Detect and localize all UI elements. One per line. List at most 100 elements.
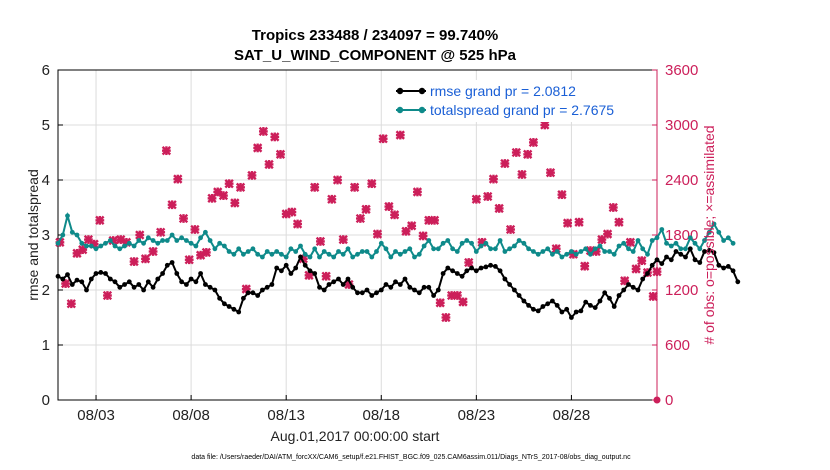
- obs-assimilated-marker: [235, 182, 246, 192]
- obs-assimilated-marker: [557, 190, 567, 200]
- totalspread-point: [269, 251, 275, 257]
- totalspread-point: [583, 246, 589, 252]
- rmse-point: [255, 293, 261, 298]
- obs-assimilated-marker: [224, 179, 234, 189]
- totalspread-point: [222, 243, 227, 249]
- x-tick-label: 08/18: [362, 407, 400, 424]
- totalspread-point: [521, 240, 527, 246]
- totalspread-point: [630, 249, 636, 254]
- rmse-point: [526, 303, 531, 308]
- obs-assimilated-marker: [488, 174, 499, 184]
- totalspread-point: [203, 229, 208, 235]
- totalspread-point: [164, 238, 170, 243]
- totalspread-point: [160, 238, 166, 243]
- totalspread-point: [554, 249, 560, 254]
- rmse-point: [345, 276, 351, 282]
- totalspread-point: [169, 232, 175, 238]
- y-tick-label: 3: [42, 227, 50, 244]
- rmse-point: [412, 287, 417, 293]
- obs-assimilated-marker: [517, 169, 527, 180]
- totalspread-point: [107, 238, 113, 243]
- rmse-point: [331, 279, 337, 285]
- totalspread-point: [336, 249, 341, 254]
- rmse-point: [179, 279, 185, 285]
- totalspread-point: [84, 243, 89, 249]
- obs-assimilated-marker: [230, 198, 240, 208]
- rmse-point: [350, 284, 356, 290]
- rmse-point: [336, 276, 341, 282]
- rmse-point: [98, 270, 104, 275]
- obs-assimilated-marker: [637, 256, 647, 266]
- obs-assimilated-marker: [327, 194, 337, 204]
- totalspread-point: [383, 246, 389, 252]
- totalspread-point: [569, 249, 574, 254]
- totalspread-point: [611, 251, 617, 257]
- rmse-point: [217, 295, 223, 301]
- totalspread-point: [374, 249, 379, 254]
- legend-rmse-marker-a: [396, 87, 404, 95]
- rmse-point: [226, 304, 232, 309]
- totalspread-point: [659, 227, 665, 232]
- totalspread-point: [645, 251, 650, 257]
- obs-assimilated-marker: [471, 194, 481, 204]
- totalspread-point: [473, 249, 479, 254]
- rmse-point: [626, 282, 631, 287]
- totalspread-point: [469, 240, 474, 246]
- obs-assimilated-marker: [540, 120, 550, 130]
- rmse-point: [207, 284, 213, 290]
- totalspread-point: [526, 246, 531, 252]
- totalspread-point: [122, 243, 127, 249]
- obs-assimilated-marker: [528, 137, 539, 148]
- obs-assimilated-marker: [102, 290, 113, 301]
- totalspread-point: [564, 251, 570, 257]
- obs-assimilated-marker: [389, 210, 400, 220]
- rmse-point: [302, 262, 308, 268]
- totalspread-point: [493, 246, 498, 252]
- legend-rmse-marker-b: [418, 87, 426, 95]
- obs-assimilated-marker: [545, 168, 556, 178]
- rmse-point: [402, 276, 408, 282]
- rmse-point: [730, 268, 736, 274]
- totalspread-point: [592, 246, 598, 252]
- obs-assimilated-marker: [648, 291, 658, 302]
- totalspread-point: [393, 249, 398, 254]
- obs-assimilated-marker: [458, 297, 468, 307]
- totalspread-point: [445, 238, 451, 243]
- footer-datafile: data file: /Users/raeder/DAI/ATM_forcXX/…: [191, 454, 631, 461]
- obs-assimilated-marker: [190, 224, 200, 235]
- totalspread-point: [702, 238, 707, 243]
- rmse-point: [426, 284, 432, 290]
- obs-assimilated-marker: [315, 236, 326, 247]
- rmse-point: [445, 265, 451, 271]
- legend-spread-marker-a: [396, 106, 404, 114]
- obs-assimilated-marker: [500, 158, 510, 169]
- rmse-point: [55, 273, 61, 279]
- totalspread-point: [454, 249, 460, 254]
- totalspread-point: [673, 240, 679, 246]
- rmse-point: [245, 290, 251, 296]
- rmse-point: [569, 315, 574, 320]
- rmse-point: [407, 284, 413, 290]
- rmse-point: [397, 282, 403, 287]
- totalspread-point: [340, 251, 346, 257]
- totalspread-point: [279, 251, 284, 257]
- obs-assimilated-marker: [384, 201, 394, 212]
- rmse-point: [288, 271, 294, 276]
- obs-assimilated-marker: [435, 298, 445, 308]
- rmse-point: [692, 257, 698, 263]
- rmse-point: [193, 279, 199, 285]
- totalspread-point: [668, 243, 674, 249]
- rmse-point: [416, 290, 422, 296]
- totalspread-point: [621, 240, 627, 246]
- totalspread-point: [683, 246, 688, 252]
- totalspread-point: [635, 238, 641, 243]
- rmse-point: [198, 271, 204, 276]
- totalspread-point: [497, 238, 503, 243]
- rmse-point: [592, 305, 598, 310]
- rmse-point: [683, 254, 688, 260]
- rmse-point: [279, 268, 284, 274]
- rmse-point: [131, 284, 137, 290]
- rmse-point: [155, 276, 161, 282]
- obs-possible-marker: [653, 396, 661, 404]
- rmse-point: [312, 271, 318, 276]
